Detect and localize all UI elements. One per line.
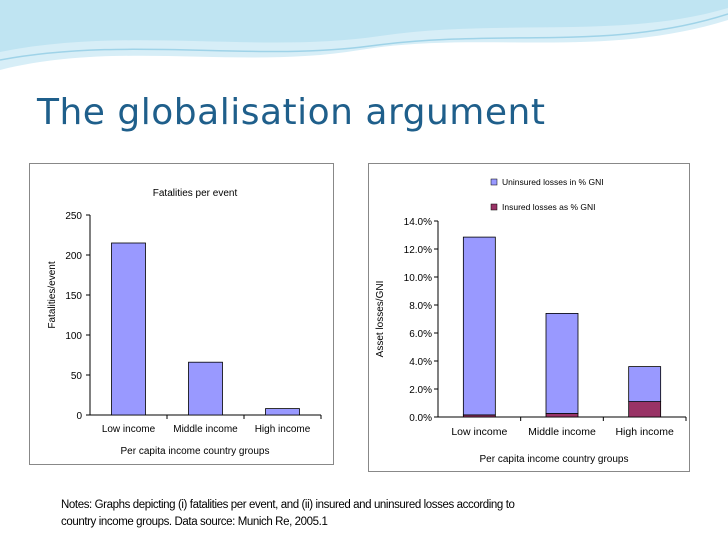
chart2-legend-box (487, 174, 647, 220)
chart1-ytick-label: 100 (65, 331, 82, 342)
chart2-category-label: Low income (451, 426, 507, 438)
chart1-ytick-label: 150 (65, 291, 82, 302)
chart1-ytick-label: 250 (65, 211, 82, 222)
chart1-xlabel: Per capita income country groups (121, 446, 270, 457)
chart2-ytick-label: 6.0% (409, 329, 432, 340)
chart2-ytick-label: 0.0% (409, 413, 432, 424)
chart1-bar (111, 242, 146, 416)
chart1-ytick-label: 200 (65, 251, 82, 262)
legend-swatch-uninsured (490, 178, 498, 186)
chart1-bar (265, 408, 300, 416)
notes-line-2: country income groups. Data source: Muni… (61, 516, 328, 528)
legend-label-uninsured: Uninsured losses in % GNI (502, 177, 604, 187)
chart2-ytick-label: 12.0% (404, 245, 432, 256)
chart2-ytick-label: 14.0% (404, 217, 432, 228)
chart2-bar-segment (545, 413, 579, 418)
chart2-bar-segment (462, 236, 496, 416)
slide-title: The globalisation argument (37, 92, 546, 133)
chart1-ylabel: Fatalities/event (47, 261, 58, 328)
chart2-ytick-label: 2.0% (409, 385, 432, 396)
notes-line-1: Notes: Graphs depicting (i) fatalities p… (61, 499, 515, 511)
chart2-bar-segment (545, 312, 579, 414)
chart2-bar-segment (628, 401, 662, 418)
chart1-bar (188, 361, 223, 416)
chart2-ytick-label: 8.0% (409, 301, 432, 312)
chart2-ytick-label: 10.0% (404, 273, 432, 284)
chart1-category-label: High income (255, 424, 311, 435)
header-wave-decoration (0, 0, 728, 70)
chart1-ytick-label: 0 (76, 411, 82, 422)
legend-label-insured: Insured losses as % GNI (502, 202, 596, 212)
chart1-category-label: Middle income (173, 424, 238, 435)
legend-swatch-insured (490, 203, 498, 211)
chart2-category-label: High income (615, 426, 674, 438)
chart2-ylabel: Asset losses/GNI (375, 281, 386, 358)
slide-notes: Notes: Graphs depicting (i) fatalities p… (61, 497, 661, 531)
asset-losses-chart-panel: Uninsured losses in % GNI Insured losses… (368, 163, 690, 472)
chart2-ytick-label: 4.0% (409, 357, 432, 368)
chart1-title: Fatalities per event (153, 188, 238, 199)
chart2-bar-segment (628, 366, 662, 403)
fatalities-chart: Fatalities per event Fatalities/event Pe… (47, 188, 322, 457)
chart2-category-label: Middle income (528, 426, 596, 438)
chart1-category-label: Low income (102, 424, 156, 435)
chart2-xlabel: Per capita income country groups (480, 454, 629, 465)
fatalities-chart-panel: Fatalities per event Fatalities/event Pe… (29, 163, 334, 465)
chart1-ytick-label: 50 (71, 371, 83, 382)
asset-losses-chart: Uninsured losses in % GNI Insured losses… (375, 174, 687, 465)
